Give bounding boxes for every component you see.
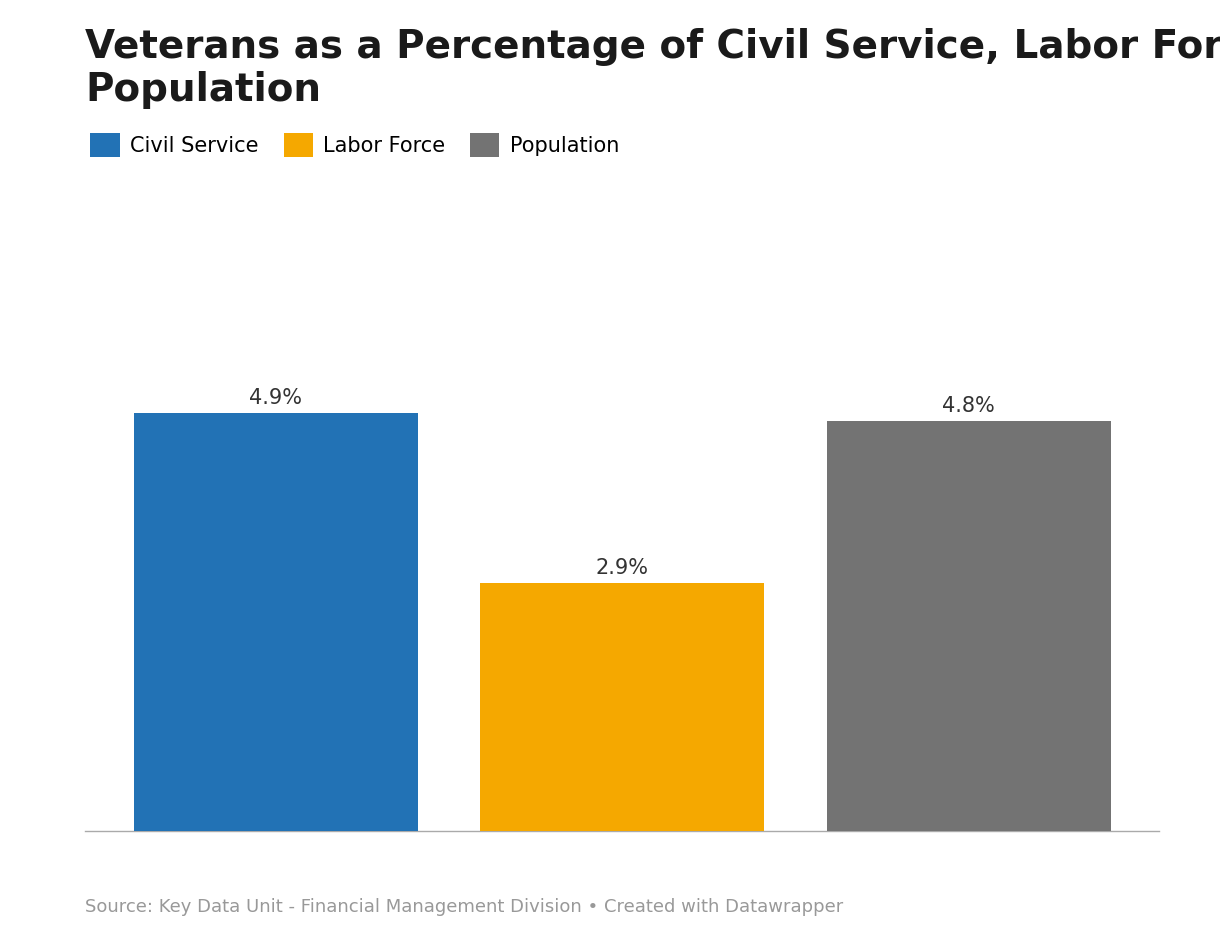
- Text: 2.9%: 2.9%: [595, 558, 649, 579]
- Text: Veterans as a Percentage of Civil Service, Labor Force, &
Population: Veterans as a Percentage of Civil Servic…: [85, 28, 1220, 109]
- Text: 4.8%: 4.8%: [942, 396, 994, 416]
- Text: Source: Key Data Unit - Financial Management Division • Created with Datawrapper: Source: Key Data Unit - Financial Manage…: [85, 898, 844, 916]
- Bar: [134, 413, 418, 831]
- Bar: [826, 421, 1110, 831]
- Text: 4.9%: 4.9%: [249, 388, 303, 408]
- Bar: [481, 583, 764, 831]
- Legend: Civil Service, Labor Force, Population: Civil Service, Labor Force, Population: [90, 133, 620, 157]
